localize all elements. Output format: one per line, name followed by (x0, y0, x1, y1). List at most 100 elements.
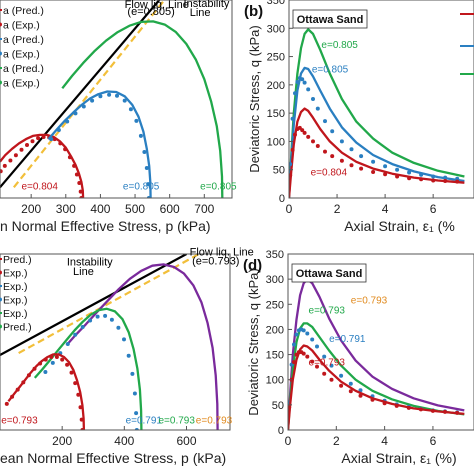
series-red-exp-point (305, 354, 310, 359)
series-blue-exp-point (322, 354, 327, 359)
x-tick-label: 4 (381, 434, 388, 448)
annotation-label: Flow liq. Line (125, 0, 189, 11)
series-blue-exp-point (43, 370, 48, 374)
legend-entry: Exp.) (3, 281, 28, 293)
chart-title: Ottawa Sand (297, 14, 364, 26)
annotation-label: e=0.804 (311, 167, 348, 178)
chart-title: Ottawa Sand (296, 268, 363, 280)
series-red-exp-point (74, 172, 79, 177)
legend-entry: Exp.) (3, 268, 28, 280)
series-blue-exp-point (419, 172, 424, 177)
series-red-exp-point (15, 387, 20, 392)
series-red-exp-point (13, 153, 18, 158)
series-blue-exp-point (290, 116, 295, 121)
series-red-exp-point (292, 360, 296, 365)
x-tick-label: 600 (176, 434, 196, 448)
series-red-exp-point (73, 381, 78, 386)
x-tick-label: 500 (125, 202, 145, 216)
series-red-exp-point (25, 143, 29, 147)
series-blue-exp-point (395, 167, 400, 172)
annotation-label: (e=0.805) (127, 6, 174, 18)
series-blue-exp-point (138, 133, 143, 138)
series-blue-exp-point (315, 344, 319, 349)
series-red-exp-point (69, 370, 74, 375)
series-red-exp-point (302, 130, 307, 135)
legend-entry: a (Exp.) (3, 49, 40, 61)
series-red-exp-point (67, 155, 72, 160)
annotation-label: (e=0.793) (192, 255, 239, 267)
series-red-exp-point (310, 359, 315, 364)
panel-b: 0 2 4 6 0 50 100 150 200 250 300 350 Axial Strain, ε… (244, 0, 474, 234)
series-blue-exp-point (443, 175, 448, 180)
series-blue-exp-point (339, 373, 344, 378)
legend-dot-marker (0, 324, 2, 329)
series-blue-exp-point (109, 317, 114, 322)
annotation-label: Line (73, 266, 94, 278)
x-axis-label: Axial Strain, ε₁ (%) (341, 450, 456, 466)
series-red-exp-point (21, 380, 26, 385)
series-red-exp-point (288, 405, 292, 410)
x-tick-label: 0 (286, 202, 293, 216)
series-red-exp-point (65, 362, 70, 367)
series-red-exp-point (431, 178, 436, 183)
annotation-label: e=0.805 (123, 181, 160, 192)
series-blue-exp-point (73, 111, 78, 116)
series-blue-exp-point (306, 87, 311, 92)
series-purple-pred-line (288, 277, 465, 430)
series-red-exp-point (370, 397, 375, 402)
series-blue-exp-point (315, 106, 320, 111)
y-tick-label: 250 (267, 52, 285, 64)
x-tick-label: 200 (21, 202, 41, 216)
legend-entry: a (Exp.) (3, 20, 40, 32)
series-red-exp-point (382, 401, 387, 406)
series-blue-exp-point (90, 98, 95, 103)
plot-area (0, 254, 219, 430)
series-red-exp-point (406, 405, 411, 410)
series-blue-exp-point (73, 332, 78, 337)
series-blue-exp-point (305, 331, 310, 336)
series-blue-exp-point (302, 80, 307, 85)
y-tick-label: 300 (266, 274, 284, 286)
series-green-pred-line (61, 20, 224, 198)
y-tick-label: 250 (266, 299, 284, 311)
y-tick-label: 200 (266, 324, 284, 336)
legend-entry: Exp.) (3, 295, 28, 307)
series-red-exp-point (418, 407, 423, 412)
series-red-exp-point (30, 139, 35, 144)
panel-label: (d) (243, 257, 262, 274)
legend-dot-marker (0, 51, 2, 56)
series-blue-exp-point (122, 98, 127, 103)
y-tick-label: 150 (266, 350, 284, 362)
series-red-exp-point (54, 355, 59, 359)
series-red-exp-point (329, 377, 334, 382)
series-red-pred-line (289, 107, 465, 198)
series-blue-exp-point (292, 342, 296, 347)
series-blue-exp-point (407, 170, 412, 175)
title-frame (291, 263, 367, 283)
axes-frame (288, 0, 474, 199)
chart-title-box: Ottawa Sand (292, 9, 368, 29)
series-red-exp-point (26, 373, 31, 378)
series-red-exp-point (315, 144, 320, 148)
annotation-label: e=0.805 (321, 40, 358, 51)
series-blue-exp-point (144, 166, 149, 170)
series-red-exp-point (58, 141, 63, 146)
series-red-exp-point (43, 357, 48, 362)
plot-area (288, 277, 465, 430)
series-blue-exp-point (95, 314, 100, 319)
x-tick-label: 200 (52, 434, 72, 448)
series-blue-exp-point (132, 391, 137, 396)
annotation-label: e=0.793 (196, 415, 233, 426)
series-red-exp-point (339, 158, 344, 163)
annotation-label: Instability (184, 0, 230, 10)
y-axis-label: Deviatoric Stress, q (kPa) (246, 268, 261, 415)
series-red-exp-point (63, 147, 68, 152)
series-red-exp-point (2, 163, 7, 168)
legend-entry: a (Exp.) (3, 78, 40, 90)
legend-dot-marker (0, 80, 2, 85)
series-blue-exp-point (289, 362, 294, 367)
y-tick-label: 300 (267, 23, 285, 35)
axes-frame (0, 0, 233, 199)
series-blue-exp-point (103, 313, 108, 318)
